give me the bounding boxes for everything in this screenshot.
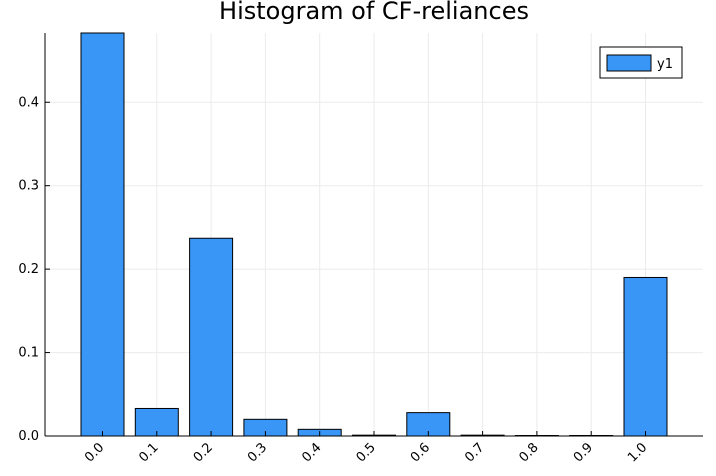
x-tick-label: 0.3: [245, 440, 270, 465]
chart-title: Histogram of CF-reliances: [219, 0, 529, 25]
bars-group: [80, 32, 668, 437]
x-tick-label: 0.2: [191, 440, 216, 465]
bar-0.0: [80, 32, 125, 437]
y-tick-label: 0.2: [18, 262, 39, 277]
x-tick-label: 0.7: [462, 440, 487, 465]
y-tick-label: 0.0: [18, 429, 39, 444]
bar-0.2: [189, 237, 234, 437]
y-tick-label: 0.1: [18, 346, 39, 361]
y-tick-labels: 0.0 0.1 0.2 0.3 0.4: [18, 95, 50, 444]
bar-1.0: [623, 276, 668, 437]
x-tick-label: 0.5: [354, 440, 379, 465]
x-tick-label: 0.1: [136, 440, 161, 465]
x-tick-label: 0.0: [82, 440, 107, 465]
y-tick-label: 0.4: [18, 95, 39, 110]
legend-label: y1: [657, 57, 673, 72]
x-tick-label: 0.8: [516, 440, 541, 465]
grid-lines: [45, 33, 703, 437]
legend: y1: [599, 46, 683, 79]
legend-swatch: [606, 54, 652, 72]
x-tick-label: 0.9: [571, 440, 596, 465]
y-tick-label: 0.3: [18, 179, 39, 194]
x-tick-label: 0.6: [408, 440, 433, 465]
x-tick-label: 0.4: [299, 440, 324, 465]
x-tick-label: 1.0: [625, 440, 650, 465]
